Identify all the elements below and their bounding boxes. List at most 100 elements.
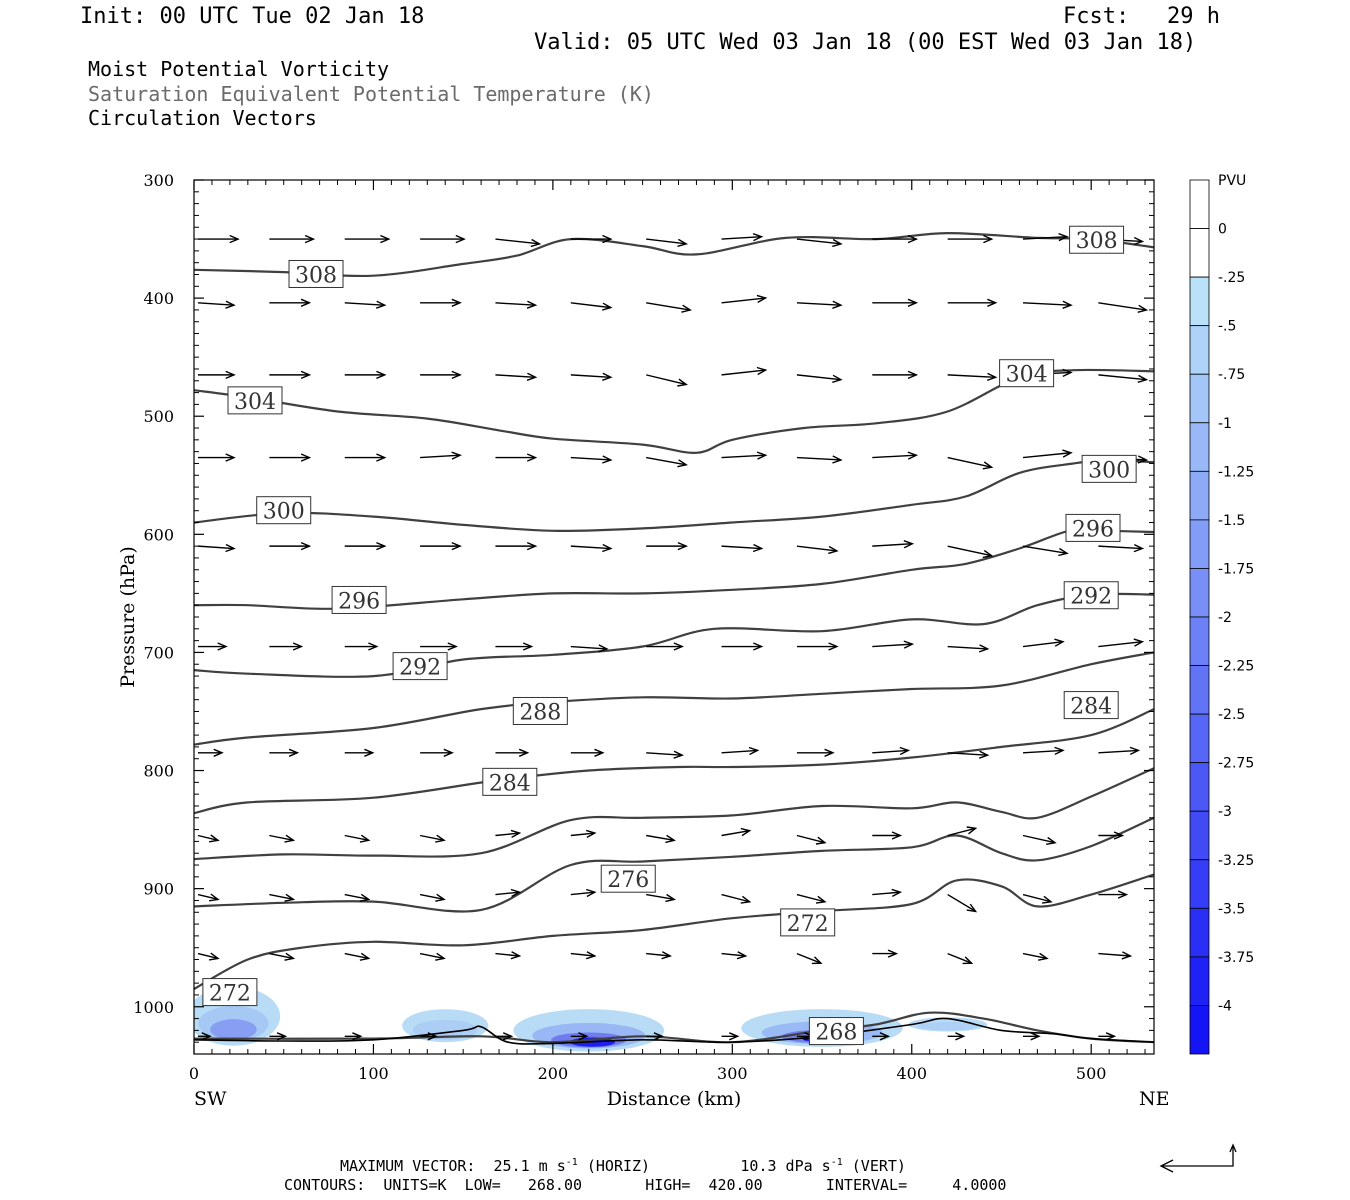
vector-arrow	[947, 545, 994, 559]
vector-arrow	[796, 300, 843, 309]
vector-arrow	[872, 1032, 891, 1041]
svg-text:308: 308	[295, 263, 337, 288]
vector-arrow	[570, 748, 605, 757]
vector-arrow	[1022, 893, 1053, 904]
vector-arrow	[344, 642, 379, 651]
x-tick-label: 400	[896, 1064, 927, 1083]
pv-colorbar: PVU 0 -.25 -.5 -.75 -1 -1.25 -1.5 -1.75 -2 -2.25 -2…	[1189, 173, 1254, 1055]
vector-arrow	[872, 451, 919, 460]
svg-text:296: 296	[338, 589, 380, 614]
y-tick-label: 700	[143, 643, 174, 662]
contour-label-308-1: 308	[1069, 225, 1125, 254]
vector-arrow	[947, 952, 974, 965]
colorbar-label: -3.75	[1218, 950, 1254, 966]
contour-280	[194, 767, 1154, 861]
vector-arrow	[570, 234, 613, 244]
svg-text:300: 300	[1088, 458, 1130, 483]
vector-arrow	[872, 540, 915, 549]
vector-arrow	[269, 893, 296, 902]
vector-arrow	[344, 370, 387, 380]
vector-arrow	[646, 374, 688, 387]
vector-arrow	[947, 372, 998, 382]
vector-arrow	[420, 642, 458, 651]
vector-arrow	[197, 543, 236, 553]
vector-arrow	[646, 951, 672, 960]
vector-arrow	[269, 834, 296, 843]
vector-arrow	[1022, 638, 1065, 648]
svg-text:304: 304	[234, 390, 276, 415]
vector-arrow	[1022, 952, 1049, 961]
vector-arrow	[419, 893, 446, 902]
vector-arrow	[344, 453, 387, 462]
vector-arrow	[419, 834, 446, 843]
colorbar-label: -1.75	[1218, 561, 1254, 577]
forecast-label: Fcst:	[1063, 4, 1130, 29]
vector-arrow	[872, 370, 919, 380]
vector-arrow	[570, 1032, 589, 1041]
colorbar-band	[1189, 1005, 1210, 1055]
vector-arrow	[646, 238, 688, 247]
colorbar-unit: PVU	[1218, 173, 1246, 189]
colorbar-band	[1189, 907, 1210, 958]
y-tick-label: 500	[143, 407, 174, 426]
vector-arrow	[1022, 545, 1069, 557]
colorbar-label: -3	[1218, 804, 1232, 820]
vector-arrow	[646, 750, 684, 759]
vector-arrow	[344, 1032, 363, 1041]
svg-text:276: 276	[607, 868, 649, 893]
svg-text:288: 288	[519, 700, 561, 725]
colorbar-label: -2.75	[1218, 756, 1254, 772]
vector-arrow	[495, 453, 538, 462]
vector-arrow	[269, 952, 296, 961]
vector-arrow	[269, 642, 304, 651]
vector-arrow	[198, 642, 228, 651]
vector-arrow	[344, 893, 371, 902]
vector-arrow	[495, 642, 534, 651]
vector-arrow	[796, 748, 835, 757]
vector-arrow	[570, 829, 597, 839]
max-vector-label: MAXIMUM VECTOR:	[340, 1157, 476, 1175]
colorbar-label: -2	[1218, 610, 1232, 626]
x-axis-label: Distance (km)	[607, 1088, 742, 1110]
vector-arrow	[420, 541, 462, 551]
legend-field-3: Circulation Vectors	[88, 106, 317, 130]
contour-300	[194, 458, 1154, 533]
colorbar-label: 0	[1218, 222, 1227, 238]
contour-label-300-1: 300	[1081, 454, 1137, 483]
vector-arrow	[198, 453, 236, 462]
vector-arrow	[1022, 232, 1069, 242]
vector-arrow	[344, 834, 371, 843]
svg-text:292: 292	[1070, 585, 1112, 610]
forecast-hour: 29 h	[1167, 4, 1220, 29]
colorbar-band	[1189, 665, 1210, 715]
vector-arrow	[721, 294, 768, 304]
vector-arrow	[495, 238, 542, 248]
vector-arrow	[947, 1032, 966, 1041]
vector-arrow	[947, 826, 978, 837]
y-tick-label: 300	[143, 171, 174, 190]
x-tick-label: 500	[1076, 1064, 1107, 1083]
axes: 300 400 500 600 700 800 900 1000 0 100 200 300 400 50…	[133, 171, 1154, 1083]
vector-arrow	[1098, 831, 1125, 840]
svg-text:268: 268	[815, 1021, 857, 1046]
x-tick-label: 0	[189, 1064, 199, 1083]
colorbar-label: -3.5	[1218, 901, 1245, 917]
vector-arrow	[495, 829, 522, 839]
vector-arrow	[721, 1032, 740, 1041]
y-tick-label: 1000	[133, 998, 174, 1017]
colorbar-label: -4	[1218, 998, 1232, 1014]
colorbar-band	[1189, 956, 1210, 1006]
svg-text:284: 284	[1070, 695, 1112, 720]
contour-label-304-1: 304	[999, 359, 1055, 388]
vector-arrow	[419, 952, 446, 961]
colorbar-band	[1189, 228, 1210, 278]
vector-arrow	[872, 949, 899, 958]
contour-304	[194, 368, 1154, 454]
vector-arrow	[646, 456, 688, 468]
vert-value: 10.3 dPa s	[740, 1157, 831, 1175]
vector-arrow	[570, 644, 609, 653]
vector-arrow	[420, 748, 454, 757]
vector-arrow	[796, 952, 823, 965]
vector-arrow	[796, 642, 839, 651]
colorbar-band	[1189, 179, 1210, 229]
